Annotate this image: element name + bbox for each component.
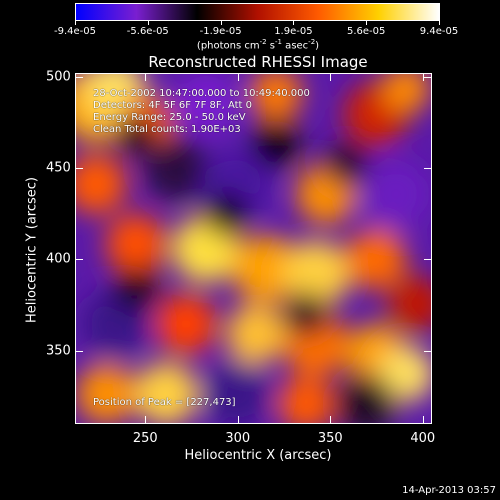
timestamp: 14-Apr-2013 03:57 (402, 485, 496, 496)
intensity-blob (226, 304, 286, 364)
annotation-energy-range: Energy Range: 25.0 - 50.0 keV (93, 112, 246, 123)
colorbar-tick (147, 21, 149, 25)
x-tick (422, 416, 424, 424)
x-tick-label: 400 (410, 431, 436, 446)
intensity-blob (388, 276, 431, 332)
x-tick-label: 300 (225, 431, 251, 446)
y-tick-label: 350 (46, 343, 71, 359)
y-tick (75, 168, 83, 170)
colorbar-tick-label: 5.6e-05 (346, 26, 386, 37)
intensity-blob (278, 376, 334, 423)
x-tick (422, 73, 424, 81)
x-tick (145, 416, 147, 424)
x-tick-label: 350 (317, 431, 343, 446)
y-tick (424, 350, 432, 352)
y-tick (424, 168, 432, 170)
intensity-blob (156, 294, 216, 354)
rhessi-image (75, 73, 432, 424)
y-tick (75, 259, 83, 261)
plot-title: Reconstructed RHESSI Image (148, 53, 368, 71)
intensity-blob (202, 360, 270, 423)
intensity-blob (250, 74, 302, 120)
y-tick-label: 450 (46, 160, 71, 176)
intensity-blob (346, 229, 406, 289)
intensity-blob (144, 137, 208, 201)
intensity-blob (134, 362, 198, 423)
intensity-blob (114, 267, 158, 311)
y-tick-label: 400 (46, 251, 71, 267)
colorbar-units: (photons cm-2 s-1 asec-2) (196, 38, 320, 52)
y-tick (424, 259, 432, 261)
intensity-blob (76, 364, 136, 423)
image-canvas (76, 74, 431, 423)
colorbar-tick-label: -5.6e-05 (126, 26, 169, 37)
y-tick (75, 350, 83, 352)
x-tick (237, 416, 239, 424)
colorbar-tick (75, 21, 76, 25)
colorbar-tick-label: 9.4e-05 (419, 26, 459, 37)
intensity-blob (232, 235, 300, 303)
intensity-blob (116, 114, 156, 154)
colorbar-tick (220, 21, 222, 25)
intensity-blob (176, 74, 236, 134)
y-tick (424, 76, 432, 78)
intensity-blob (362, 160, 430, 228)
colorbar-tick (293, 21, 295, 25)
intensity-blob (282, 240, 350, 308)
intensity-blob (106, 214, 166, 274)
colorbar-tick (366, 21, 368, 25)
y-tick (75, 76, 83, 78)
colorbar-tick-label: 1.9e-05 (274, 26, 313, 37)
x-tick-label: 250 (132, 431, 158, 446)
peak-position-label: Position of Peak = [227,473] (93, 397, 236, 408)
colorbar-tick-label: -9.4e-05 (54, 26, 96, 37)
intensity-blob (382, 74, 430, 113)
x-tick (237, 73, 239, 81)
annotation-time-range: 28-Oct-2002 10:47:00.000 to 10:49:40.000 (93, 88, 310, 99)
colorbar-tick (439, 21, 440, 25)
x-tick (145, 73, 147, 81)
colorbar-tick-label: -1.9e-05 (199, 26, 242, 37)
annotation-counts: Clean Total counts: 1.90E+03 (93, 124, 241, 135)
colorbar (75, 3, 440, 21)
x-axis-title: Heliocentric X (arcsec) (184, 448, 332, 463)
intensity-blob (284, 292, 328, 336)
intensity-blob (336, 374, 396, 423)
x-tick (330, 416, 332, 424)
y-axis-title: Heliocentric Y (arcsec) (24, 177, 40, 323)
intensity-blob (324, 142, 368, 186)
intensity-blob (204, 192, 248, 236)
x-tick (330, 73, 332, 81)
intensity-blob (76, 154, 126, 214)
annotation-detectors: Detectors: 4F 5F 6F 7F 8F, Att 0 (93, 100, 253, 111)
intensity-blob (252, 120, 300, 168)
y-tick-label: 500 (46, 69, 71, 85)
